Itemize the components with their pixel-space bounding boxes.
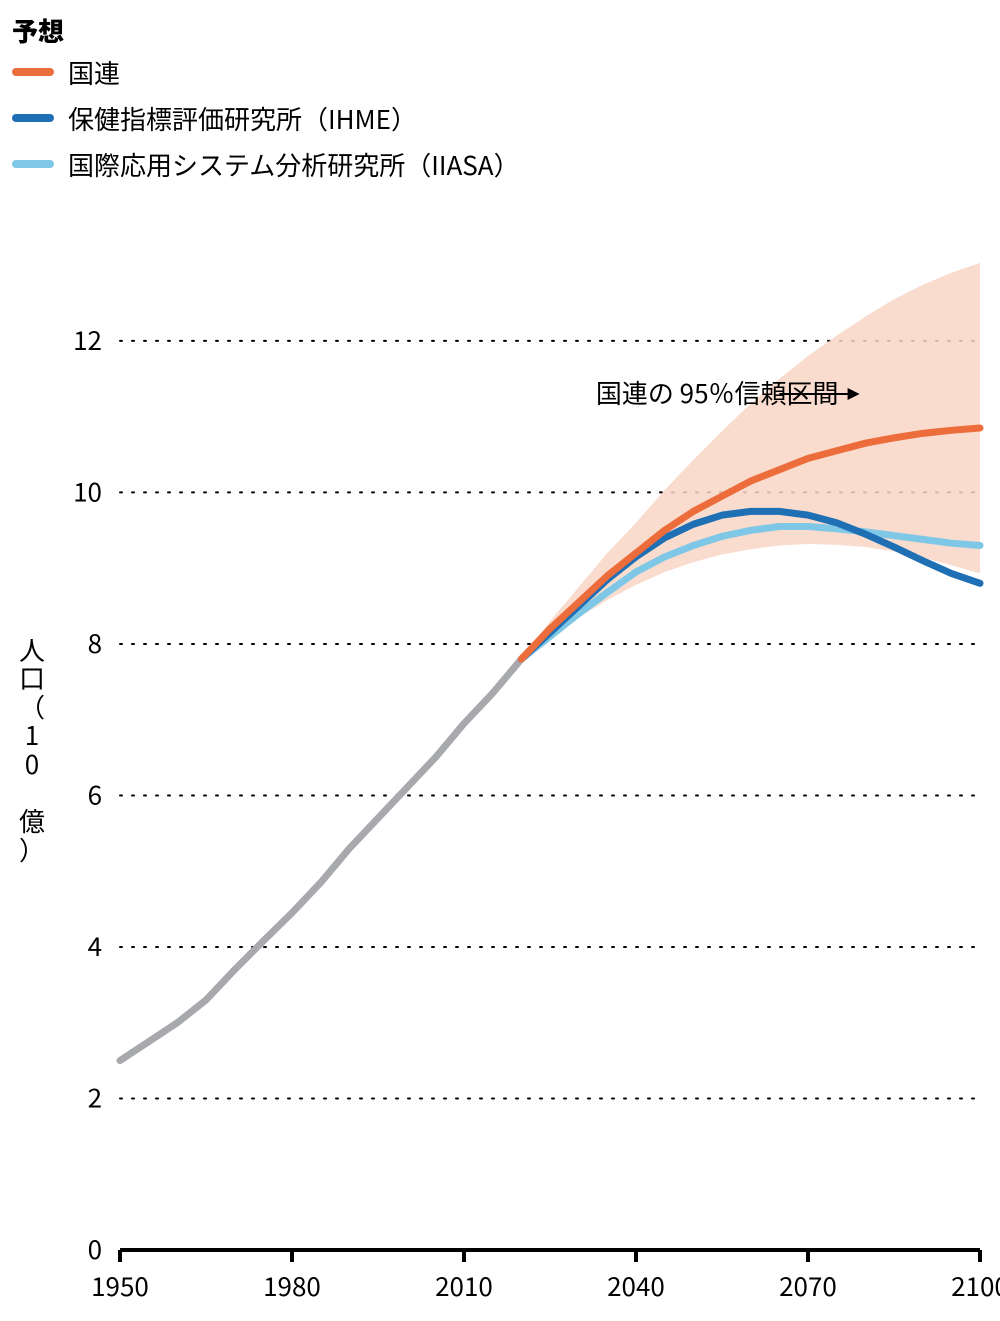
x-tick-label: 2010 xyxy=(435,1267,493,1304)
population-projection-chart: 1950 1980 2010 2040 2070 2100 0 2 4 6 8 10 12 国連の 95％… xyxy=(0,0,1000,1321)
x-tick-label: 2070 xyxy=(779,1267,837,1304)
series-historical xyxy=(120,659,521,1061)
x-tick-label: 1980 xyxy=(263,1267,321,1304)
x-tick-label: 1950 xyxy=(91,1267,149,1304)
y-tick-label: 8 xyxy=(88,624,102,661)
y-tick-label: 2 xyxy=(88,1078,102,1115)
annotation-label: 国連の 95％信頼区間 xyxy=(596,374,839,411)
y-tick-label: 10 xyxy=(73,472,102,509)
y-tick-label: 12 xyxy=(73,321,102,358)
y-tick-label: 4 xyxy=(88,927,102,964)
y-tick-label: 6 xyxy=(88,775,102,812)
x-tick-label: 2100 xyxy=(951,1267,1000,1304)
x-tick-label: 2040 xyxy=(607,1267,665,1304)
y-tick-label: 0 xyxy=(88,1230,102,1267)
